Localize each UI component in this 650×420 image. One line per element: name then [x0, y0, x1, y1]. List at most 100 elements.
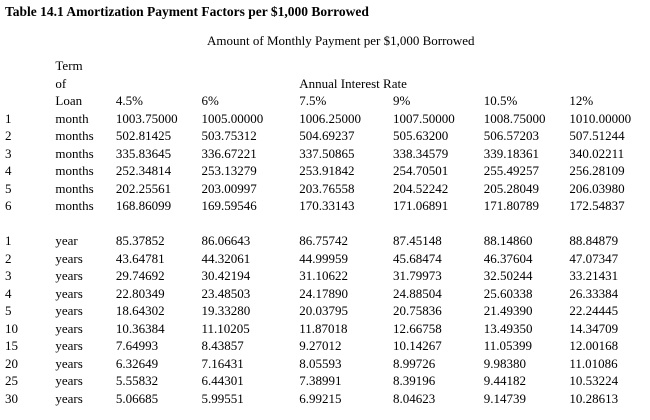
payment-factor-cell: 1006.25000 [299, 110, 362, 126]
payment-factor-cell: 10.36384 [115, 320, 165, 336]
payment-factor-cell: 11.10205 [201, 320, 250, 336]
row-index-cell: 2 [5, 250, 12, 266]
table-row-year: 3 years 29.74692 30.42194 31.10622 31.79973 32… [5, 267, 650, 285]
payment-factor-cell: 46.37604 [483, 250, 533, 266]
payment-factor-cell: 503.75312 [201, 128, 257, 143]
row-index-cell: 3 [5, 145, 12, 161]
payment-factor-cell: 5.06685 [115, 390, 159, 406]
term-unit-cell: months [55, 128, 94, 143]
payment-factor-cell: 1008.75000 [483, 110, 546, 126]
term-unit-cell: month [55, 110, 89, 126]
payment-factor-cell: 255.49257 [483, 163, 539, 178]
rate-column-header: 12% [569, 93, 594, 108]
payment-factor-cell: 505.63200 [392, 128, 449, 143]
payment-factor-cell: 12.00168 [569, 338, 619, 353]
payment-factor-cell: 86.06643 [201, 233, 251, 248]
payment-factor-cell: 19.33280 [201, 303, 251, 318]
payment-factor-cell: 1005.00000 [201, 110, 264, 126]
payment-factor-cell: 44.99959 [299, 250, 349, 266]
payment-factor-cell: 6.32649 [115, 355, 159, 371]
payment-factor-cell: 1003.75000 [115, 110, 178, 126]
empty-cell [393, 215, 484, 233]
payment-factor-cell: 22.24445 [569, 303, 619, 318]
payment-factor-cell: 507.51244 [569, 128, 625, 143]
payment-factor-cell: 7.38991 [299, 373, 342, 388]
table-row-year: 10 years 10.36384 11.10205 11.87018 12.66758 1… [5, 320, 650, 338]
empty-cell [5, 92, 55, 110]
empty-cell [116, 215, 202, 233]
rate-column-header: 10.5% [483, 93, 518, 108]
payment-factor-cell: 252.34814 [115, 163, 172, 178]
payment-factor-cell: 254.70501 [392, 163, 449, 178]
payment-factor-cell: 6.44301 [201, 373, 244, 388]
payment-factor-cell: 22.80349 [115, 285, 165, 301]
payment-factor-cell: 11.05399 [483, 338, 532, 353]
payment-factor-cell: 44.32061 [201, 250, 251, 266]
term-unit-cell: year [55, 233, 78, 248]
table-row-month: 6 months 168.86099 169.59546 170.33143 171.06… [5, 197, 650, 215]
term-unit-cell: months [55, 198, 94, 213]
payment-factor-cell: 9.44182 [483, 373, 526, 388]
row-index-cell: 3 [5, 268, 12, 283]
payment-factor-cell: 33.21431 [569, 268, 619, 283]
empty-cell [5, 75, 55, 93]
payment-factor-cell: 26.33384 [569, 285, 619, 301]
payment-factor-cell: 12.66758 [392, 320, 442, 336]
payment-factor-cell: 7.16431 [201, 355, 244, 371]
row-index-cell: 6 [5, 198, 12, 213]
annual-interest-rate-header: Annual Interest Rate [299, 75, 407, 91]
payment-factor-cell: 86.75742 [299, 233, 349, 248]
empty-cell [484, 215, 570, 233]
row-index-cell: 15 [5, 338, 18, 353]
header-row-term: Term [5, 57, 650, 75]
payment-factor-cell: 338.34579 [392, 145, 449, 161]
payment-factor-cell: 88.84879 [569, 233, 619, 248]
payment-factor-cell: 8.04623 [392, 390, 436, 406]
payment-factor-cell: 202.25561 [115, 180, 172, 196]
empty-cell [202, 75, 300, 93]
payment-factor-cell: 171.80789 [483, 198, 539, 213]
header-row-rates: Loan 4.5% 6% 7.5% 9% 10.5% 12% [5, 92, 650, 110]
rate-column-header: 4.5% [115, 93, 143, 108]
empty-cell [202, 57, 300, 75]
term-unit-cell: years [55, 285, 83, 301]
empty-cell [5, 57, 55, 75]
table-row-month: 1 month 1003.75000 1005.00000 1006.25000 1007… [5, 110, 650, 128]
term-unit-cell: years [55, 338, 83, 353]
payment-factor-cell: 337.50865 [299, 145, 355, 161]
payment-factor-cell: 31.10622 [299, 268, 349, 283]
payment-factor-cell: 172.54837 [569, 198, 625, 213]
term-unit-cell: years [55, 355, 83, 371]
payment-factor-cell: 10.53224 [569, 373, 619, 388]
table-row-year: 20 years 6.32649 7.16431 8.05593 8.99726 9.983… [5, 355, 650, 373]
term-unit-cell: years [55, 268, 83, 283]
empty-cell [569, 57, 650, 75]
payment-factor-cell: 6.99215 [299, 390, 342, 406]
empty-cell [202, 215, 300, 233]
payment-factor-cell: 88.14860 [483, 233, 533, 248]
row-index-cell: 2 [5, 128, 12, 143]
payment-factor-cell: 253.13279 [201, 163, 257, 178]
term-unit-cell: years [55, 373, 83, 388]
payment-factor-cell: 5.55832 [115, 373, 159, 388]
payment-factor-cell: 30.42194 [201, 268, 251, 283]
payment-factor-cell: 336.67221 [201, 145, 257, 161]
payment-factor-cell: 253.91842 [299, 163, 355, 178]
row-index-cell: 1 [5, 110, 12, 126]
empty-cell [55, 215, 115, 233]
payment-factor-cell: 13.49350 [483, 320, 533, 336]
payment-factor-cell: 203.00997 [201, 180, 257, 196]
row-index-cell: 5 [5, 180, 12, 196]
payment-factor-cell: 7.64993 [115, 338, 159, 353]
payment-factor-cell: 47.07347 [569, 250, 619, 266]
empty-cell [116, 75, 202, 93]
amortization-table: Term of Annual Interest Rate Loan 4.5% 6% 7.5%… [5, 57, 650, 407]
payment-factor-cell: 1007.50000 [392, 110, 455, 126]
empty-cell [5, 215, 55, 233]
table-row-year: 5 years 18.64302 19.33280 20.03795 20.75836 21… [5, 302, 650, 320]
payment-factor-cell: 9.98380 [483, 355, 526, 371]
empty-cell [484, 57, 570, 75]
term-unit-cell: months [55, 145, 94, 161]
empty-cell [299, 215, 393, 233]
